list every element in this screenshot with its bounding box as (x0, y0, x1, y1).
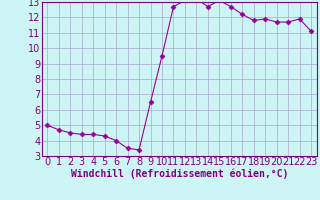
X-axis label: Windchill (Refroidissement éolien,°C): Windchill (Refroidissement éolien,°C) (70, 169, 288, 179)
